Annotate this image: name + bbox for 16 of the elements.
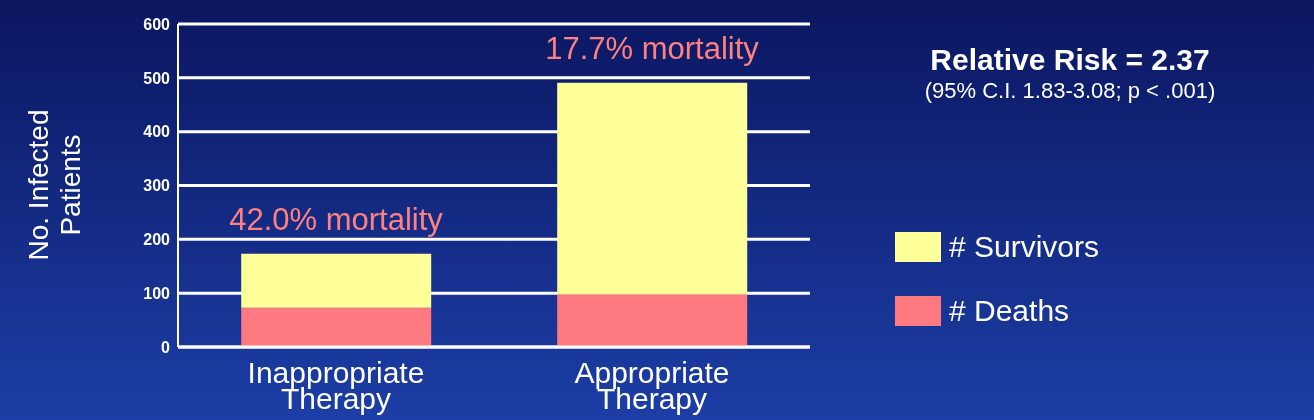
x-tick-label: Appropriate Therapy bbox=[574, 356, 730, 415]
legend-label: # Deaths bbox=[949, 294, 1070, 328]
y-tick-label: 100 bbox=[143, 284, 171, 302]
y-tick-label: 300 bbox=[143, 177, 171, 195]
y-tick-label: 0 bbox=[161, 338, 171, 356]
x-tick-label: Inappropriate Therapy bbox=[247, 356, 425, 415]
y-tick-label: 500 bbox=[143, 69, 171, 87]
legend-label: # Survivors bbox=[949, 230, 1100, 264]
annotation: 17.7% mortality bbox=[545, 30, 760, 66]
y-tick-label: 200 bbox=[143, 231, 171, 249]
y-tick-label: 600 bbox=[143, 15, 171, 33]
annotation: 42.0% mortality bbox=[229, 201, 444, 237]
y-axis-title: No. Infected Patients bbox=[22, 108, 87, 263]
text: (95% C.I. 1.83-3.08; p < .001) bbox=[923, 78, 1217, 104]
text: Relative Risk = 2.37 bbox=[929, 42, 1211, 78]
y-tick-label: 400 bbox=[143, 123, 171, 141]
